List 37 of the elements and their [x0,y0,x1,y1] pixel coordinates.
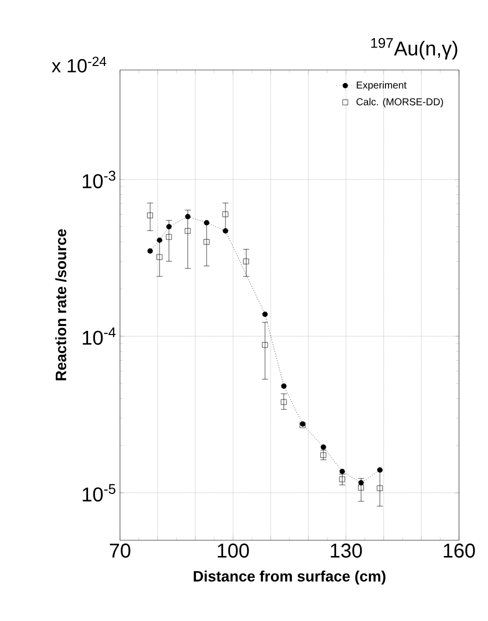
legend-label: Experiment [356,81,407,91]
point [147,212,153,218]
point [262,311,268,318]
x-axis-title: Distance from surface (cm) [194,570,386,585]
point [156,237,162,243]
point [222,228,228,234]
y-tick-label: 10$^{-4}$ [82,328,116,345]
x-tick-label: 160 [444,544,475,558]
y-tick-label: 10$^{-5}$ [82,484,116,502]
point [243,258,249,264]
chart-title: $^{197}$Au(n,γ) [371,38,458,60]
point [204,239,210,245]
point [222,211,228,218]
point [320,452,326,458]
legend-label: Calc. (MORSE-DD) [356,98,443,108]
x-tick-label: 100 [218,544,249,558]
point [147,248,153,254]
point [166,224,172,230]
point [320,444,326,450]
point [204,220,210,226]
point [358,484,364,490]
text: x 10$^{-24}$ [52,56,106,72]
point [339,468,346,474]
point [185,214,191,220]
point [281,383,287,389]
point [339,476,346,482]
point [281,399,287,405]
point [185,228,191,234]
y-tick-label: 10$^{-3}$ [82,170,116,188]
point [377,467,383,473]
point [156,254,162,260]
point [166,234,172,240]
x-tick-label: 70 [110,544,130,558]
x-tick-label: 130 [330,544,362,558]
point [262,342,268,348]
point [377,485,383,492]
y-axis-title: Reaction rate /source [55,229,66,380]
